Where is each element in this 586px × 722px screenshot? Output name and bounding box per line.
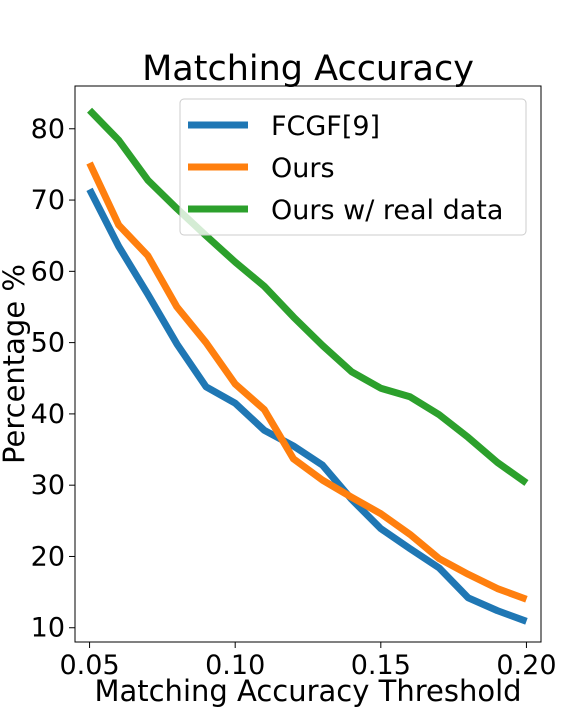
- x-tick-label: 0.15: [351, 650, 411, 681]
- x-tick-label: 0.10: [205, 650, 265, 681]
- x-tick-label: 0.20: [496, 650, 556, 681]
- y-axis-title: Percentage %: [0, 264, 31, 464]
- x-axis-title: Matching Accuracy Threshold: [94, 674, 521, 708]
- chart-title: Matching Accuracy: [142, 49, 474, 89]
- legend-entries: FCGF[9] Ours Ours w/ real data: [188, 111, 503, 226]
- y-tick-label: 50: [31, 328, 65, 359]
- y-tick-label: 20: [31, 541, 65, 572]
- series-line-1: [86, 161, 528, 603]
- legend-label-1: Ours: [271, 153, 335, 184]
- y-tick-label: 30: [31, 470, 65, 501]
- legend-label-2: Ours w/ real data: [271, 195, 503, 226]
- legend: FCGF[9] Ours Ours w/ real data: [179, 98, 527, 236]
- legend-box: [179, 98, 527, 236]
- y-tick-label: 70: [31, 185, 65, 216]
- y-tick-label: 60: [31, 256, 65, 287]
- y-axis: 10 20 30 40 50 60 70 80: [31, 114, 75, 644]
- x-tick-label: 0.05: [60, 650, 120, 681]
- y-tick-label: 40: [31, 399, 65, 430]
- x-axis: 0.05 0.10 0.15 0.20: [60, 642, 557, 681]
- plot-frame: [74, 85, 542, 643]
- y-tick-label: 10: [31, 613, 65, 644]
- series-line-0: [86, 187, 528, 625]
- y-tick-label: 80: [31, 114, 65, 145]
- series-line-2: [87, 107, 529, 486]
- legend-label-0: FCGF[9]: [271, 111, 380, 142]
- series-lines: [86, 107, 529, 625]
